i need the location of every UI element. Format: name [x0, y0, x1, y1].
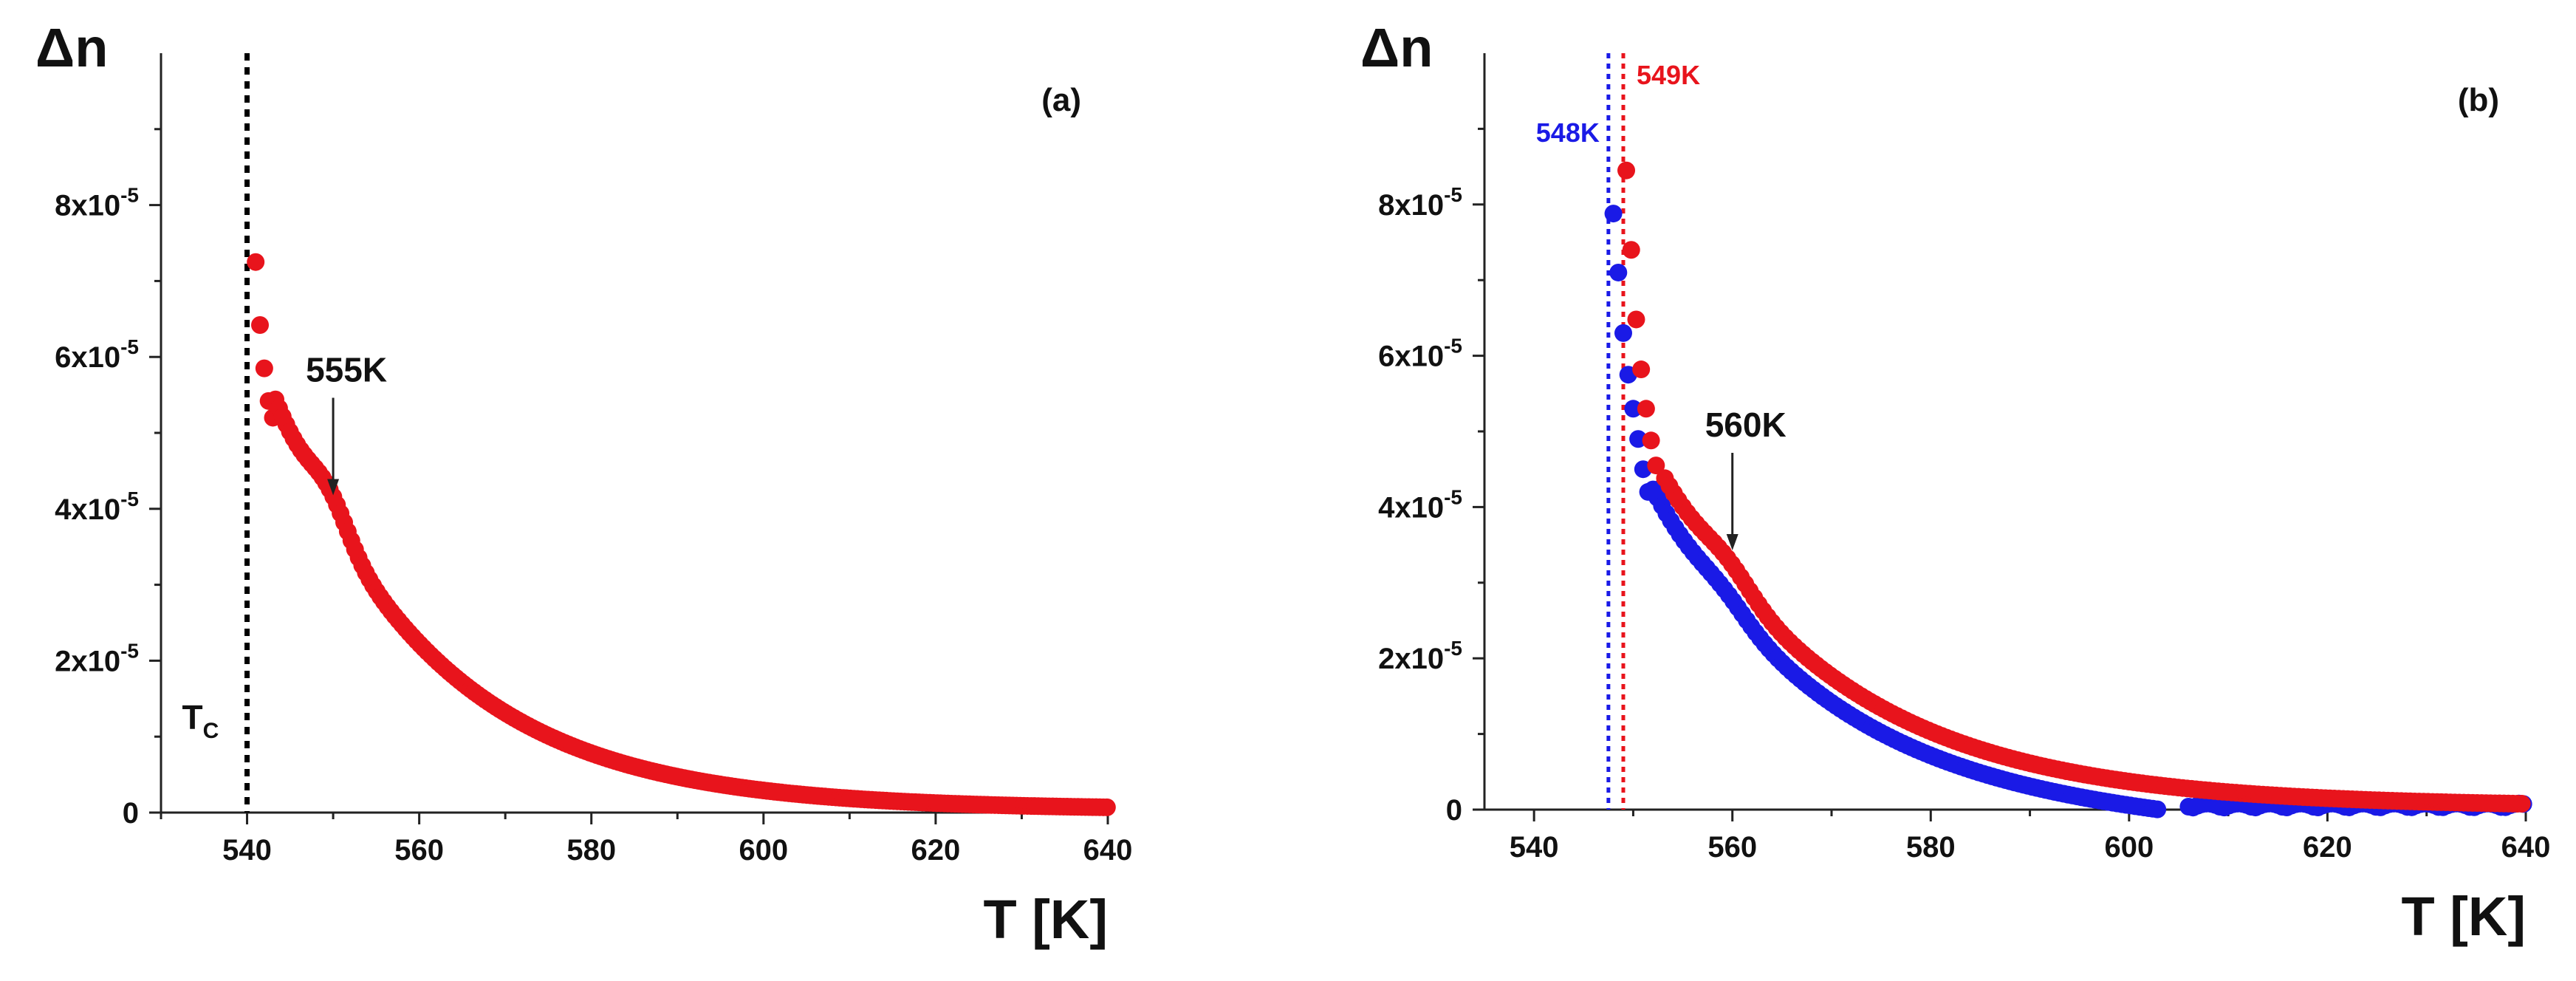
x-tick-label: 620	[911, 834, 961, 867]
y-axis-title: Δn	[35, 17, 108, 78]
chart-panel-a: 540 560 580 600 620 640 0 2x10-5 4x10-5 6x10-5 8x1…	[35, 17, 1132, 950]
y-tick-label: 6x10-5	[1378, 335, 1462, 373]
x-tick-label: 540	[222, 834, 272, 867]
chart-panel-b: 540 560 580 600 620 640 0 2x10-5 4x10-5 6x10-5 8x1…	[1360, 17, 2550, 947]
x-tick-label: 580	[566, 834, 616, 867]
data-point	[1609, 263, 1628, 281]
data-point	[255, 359, 273, 377]
x-tick-label: 640	[1083, 834, 1133, 867]
y-tick-label: 8x10-5	[1378, 183, 1462, 222]
transition-temp-label: 549K	[1637, 60, 1700, 90]
data-point	[1632, 360, 1651, 379]
x-tick-label: 560	[1707, 831, 1757, 864]
x-axis-title: T [K]	[2402, 886, 2527, 947]
transition-temp-label: 548K	[1536, 117, 1600, 148]
y-axis-title: Δn	[1360, 17, 1433, 78]
panel-label: (a)	[1041, 82, 1081, 118]
x-tick-label: 620	[2303, 831, 2352, 864]
panel-label: (b)	[2458, 82, 2499, 118]
y-tick-label: 8x10-5	[55, 184, 139, 222]
data-point	[1627, 310, 1645, 329]
annotation-label: 555K	[306, 351, 387, 389]
data-point	[1622, 241, 1640, 259]
data-point	[1647, 457, 1665, 475]
data-point	[1624, 400, 1642, 418]
x-tick-label: 560	[394, 834, 444, 867]
data-point	[247, 253, 265, 271]
data-point	[1604, 205, 1623, 223]
y-tick-label: 4x10-5	[55, 488, 139, 526]
data-point	[1629, 430, 1648, 448]
x-tick-label: 540	[1510, 831, 1559, 864]
y-tick-label: 0	[123, 797, 139, 830]
data-point	[1642, 431, 1660, 450]
data-point	[1617, 161, 1636, 180]
x-tick-label: 580	[1906, 831, 1956, 864]
y-tick-label: 2x10-5	[1378, 637, 1462, 675]
y-tick-label: 4x10-5	[1378, 485, 1462, 524]
y-tick-label: 6x10-5	[55, 335, 139, 374]
data-point	[1614, 324, 1632, 342]
y-tick-label: 2x10-5	[55, 639, 139, 677]
annotation-arrowhead	[327, 479, 340, 496]
x-axis-title: T [K]	[984, 889, 1109, 950]
annotation-label: 560K	[1705, 406, 1787, 444]
data-point	[1097, 798, 1116, 816]
data-point	[2148, 800, 2167, 818]
data-point	[1637, 400, 1655, 418]
annotation-arrowhead	[1726, 533, 1739, 550]
tc-label: TC	[182, 698, 219, 743]
y-tick-label: 0	[1446, 794, 1462, 827]
x-tick-label: 640	[2501, 831, 2551, 864]
x-tick-label: 600	[2104, 831, 2154, 864]
data-point	[251, 316, 270, 335]
x-tick-label: 600	[739, 834, 788, 867]
data-point	[2512, 795, 2531, 813]
